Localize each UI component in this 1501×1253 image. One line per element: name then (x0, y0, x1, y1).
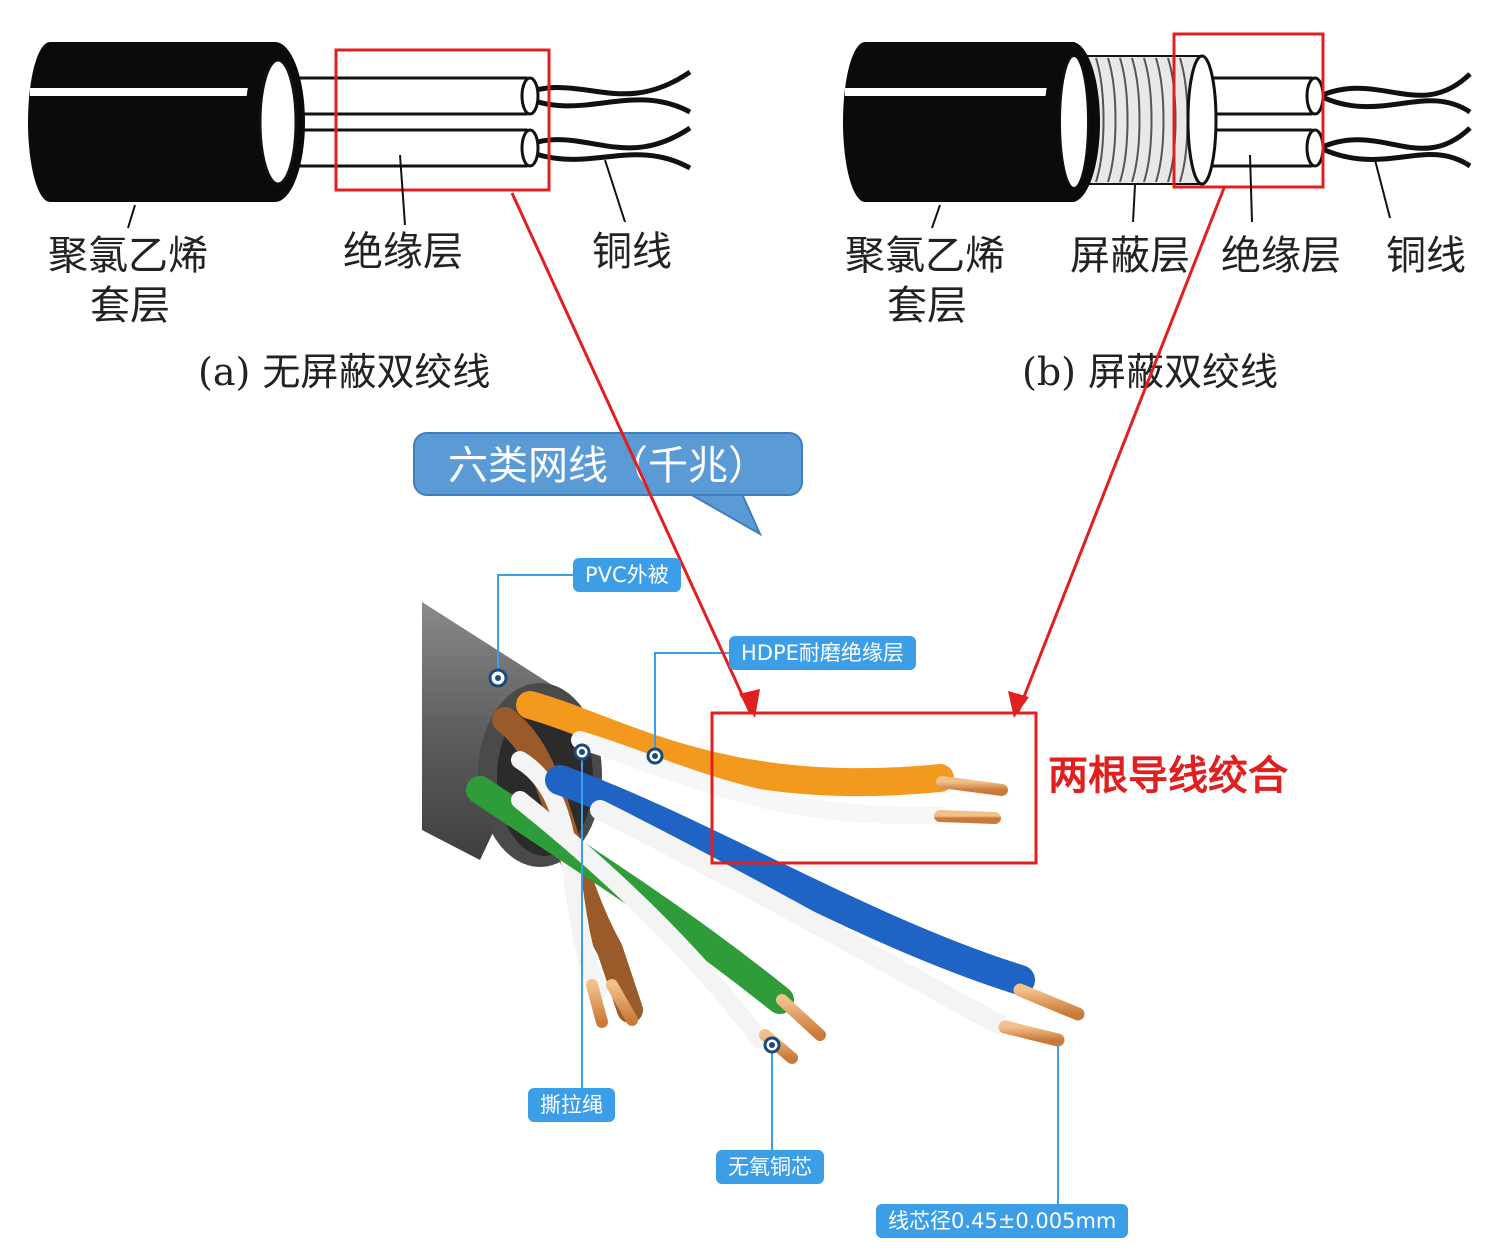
label-a-jacket: 聚氯乙烯 (48, 233, 208, 279)
label-b-jacket-2: 套层 (887, 283, 967, 329)
tag-hdpe-insulation: HDPE耐磨绝缘层 (729, 636, 916, 670)
tag-ripcord: 撕拉绳 (528, 1088, 615, 1122)
label-b-jacket: 聚氯乙烯 (845, 233, 1005, 279)
label-b-copper: 铜线 (1386, 233, 1466, 279)
label-b-insulation: 绝缘层 (1221, 233, 1341, 279)
label-a-jacket-2: 套层 (90, 283, 170, 329)
tag-pvc-jacket: PVC外被 (573, 558, 681, 592)
callout-title: 六类网线（千兆） (413, 432, 803, 496)
caption-b: (b) 屏蔽双绞线 (1022, 350, 1279, 394)
tag-core-diameter: 线芯径0.45±0.005mm (876, 1204, 1129, 1238)
shielded-cable-drawing (843, 32, 1472, 229)
label-a-copper: 铜线 (592, 229, 672, 275)
caption-a: (a) 无屏蔽双绞线 (198, 350, 491, 394)
label-a-insulation: 绝缘层 (343, 229, 463, 275)
twisted-pair-annotation: 两根导线绞合 (1048, 753, 1288, 799)
unshielded-cable-drawing (28, 42, 692, 229)
label-b-shield: 屏蔽层 (1070, 233, 1190, 279)
tag-copper-core: 无氧铜芯 (716, 1150, 824, 1184)
